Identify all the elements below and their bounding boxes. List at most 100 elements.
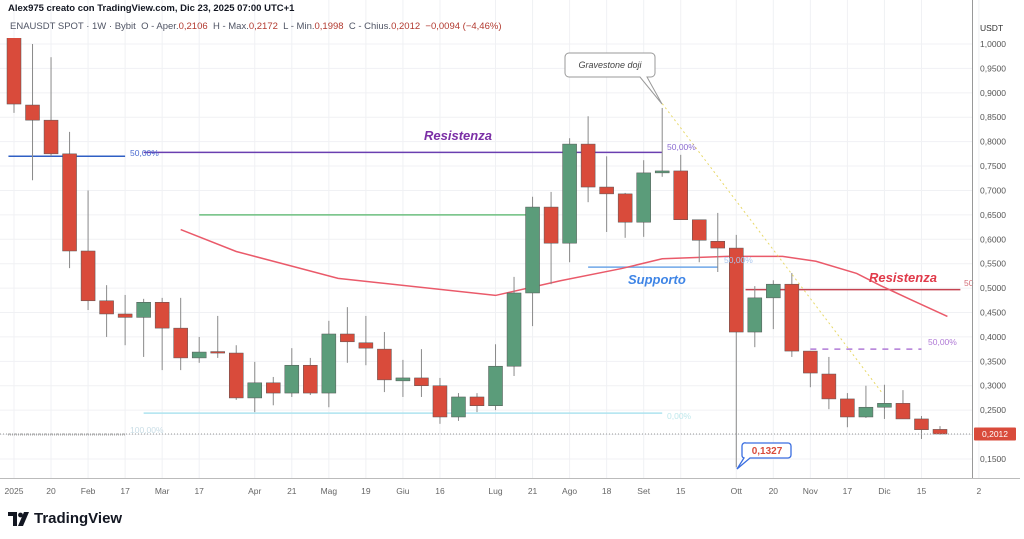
time-tick-label: 18 [602,486,612,496]
candle-down [266,376,281,406]
price-tick-label: 0,2500 [980,405,1006,415]
candle-body [821,373,837,400]
fib-50-left-label: 50,00% [130,148,159,158]
candle-body [654,170,670,174]
time-tick-label: 17 [843,486,853,496]
candle-down [414,349,429,397]
candle-body [506,292,522,367]
candle-up [766,280,781,330]
candle-down [228,345,244,400]
symbol-legend: ENAUSDT SPOT · 1W · Bybit O - Aper.0,210… [10,21,501,32]
candle-body [599,186,614,195]
price-tick-label: 0,3000 [980,381,1006,391]
symbol-name[interactable]: ENAUSDT SPOT · 1W · Bybit [10,21,136,32]
open-value: 0,2106 [178,21,208,32]
candle-body [784,283,800,352]
time-tick-label: 15 [676,486,686,496]
candle-down [6,38,22,113]
candle-body [914,418,929,430]
candle-body [525,206,540,294]
candle-body [210,351,225,354]
time-tick-label: Mag [321,486,338,496]
candle-down [617,192,633,238]
candle-down [210,315,225,358]
candle-down [932,426,948,435]
price-axis[interactable]: 1,0000 0,9500 0,9000 0,8500 0,8000 0,7500 0,70… [980,39,1006,464]
candle-body [358,342,374,349]
candle-down [729,234,744,468]
candle-body [747,297,763,333]
price-tick-label: 0,6000 [980,234,1006,244]
tradingview-logo[interactable]: TradingView [8,510,122,527]
candle-body [636,172,651,223]
candle-body [803,350,818,374]
candle-body [580,143,596,188]
time-tick-label: 2025 [5,486,24,496]
candle-body [25,104,40,121]
time-tick-label: Feb [81,486,96,496]
close-value: 0,2012 [391,21,421,32]
author-line: Alex975 creato con TradingView.com, Dic … [8,3,295,14]
time-tick-label: 20 [46,486,56,496]
time-tick-label: 19 [361,486,371,496]
candle-down [43,57,59,157]
candle-body [154,302,170,329]
candle-down [840,393,855,428]
candle-down [803,350,818,388]
candle-body [340,333,355,343]
price-axis-unit: USDT [980,23,1003,33]
price-tick-label: 0,8500 [980,112,1006,122]
time-axis[interactable]: 2025 20 Feb 17 Mar 17 Apr 21 Mag 19 Giu 16 Lug 21 Ago 1… [5,486,982,496]
candle-down [691,219,707,263]
candle-down [469,393,485,413]
time-tick-label: Ago [562,486,577,496]
candle-down [580,116,596,203]
price-tick-label: 0,1500 [980,454,1006,464]
fib-50-right-label: 50 [964,278,974,288]
candle-body [432,385,448,418]
candle-up [247,361,263,413]
candle-down [25,44,40,181]
candle-body [191,351,207,359]
candle-up [747,286,763,348]
candle-body [488,365,503,407]
gravestone-callout[interactable]: Gravestone doji [564,52,663,105]
candle-body [117,313,133,318]
last-price-text: 0,2012 [982,429,1008,439]
low-callout[interactable]: 0,1327 [736,442,792,470]
candle-body [729,247,744,333]
price-tick-label: 0,6500 [980,210,1006,220]
fib-50-mid-label: 50,00% [667,142,696,152]
candle-down [673,154,688,221]
candle-down [710,212,726,272]
candle-down [543,191,559,285]
candle-up [654,107,670,177]
candle-down [784,272,800,357]
candle-body [173,327,188,359]
time-tick-label: Giu [396,486,410,496]
price-tick-label: 0,5000 [980,283,1006,293]
time-tick-label: 21 [528,486,538,496]
time-tick-label: 2 [977,486,982,496]
last-price-tag: 0,2012 [974,427,1016,441]
candle-body [673,170,688,221]
moving-average-line [180,228,948,318]
price-tick-label: 1,0000 [980,39,1006,49]
candle-down [358,315,374,366]
candle-up [636,160,651,237]
price-tick-label: 0,7000 [980,185,1006,195]
candle-body [414,377,429,386]
candle-body [321,333,337,394]
candle-down [173,297,188,371]
candle-down [154,297,170,371]
candle-up [877,384,892,419]
candle-up [395,359,411,397]
price-tick-label: 0,5500 [980,259,1006,269]
low-label: L - Min. [283,21,315,32]
candle-body [266,382,281,394]
candle-body [247,382,263,399]
candle-body [895,403,911,420]
trendline [661,103,883,394]
time-tick-label: Dic [878,486,891,496]
